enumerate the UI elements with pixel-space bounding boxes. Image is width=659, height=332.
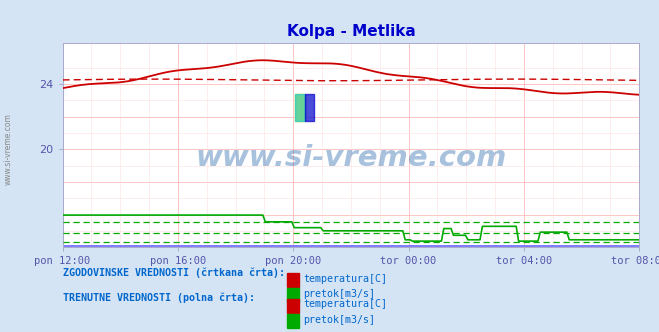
Bar <box>295 94 305 121</box>
Bar <box>305 94 314 121</box>
Text: pretok[m3/s]: pretok[m3/s] <box>303 289 375 299</box>
Text: temperatura[C]: temperatura[C] <box>303 299 387 309</box>
Text: pretok[m3/s]: pretok[m3/s] <box>303 315 375 325</box>
Bar <box>295 94 305 121</box>
Title: Kolpa - Metlika: Kolpa - Metlika <box>287 24 415 39</box>
Text: www.si-vreme.com: www.si-vreme.com <box>4 114 13 185</box>
Text: TRENUTNE VREDNOSTI (polna črta):: TRENUTNE VREDNOSTI (polna črta): <box>63 293 254 303</box>
Text: ZGODOVINSKE VREDNOSTI (črtkana črta):: ZGODOVINSKE VREDNOSTI (črtkana črta): <box>63 267 285 278</box>
Text: temperatura[C]: temperatura[C] <box>303 274 387 284</box>
Text: www.si-vreme.com: www.si-vreme.com <box>195 143 507 172</box>
